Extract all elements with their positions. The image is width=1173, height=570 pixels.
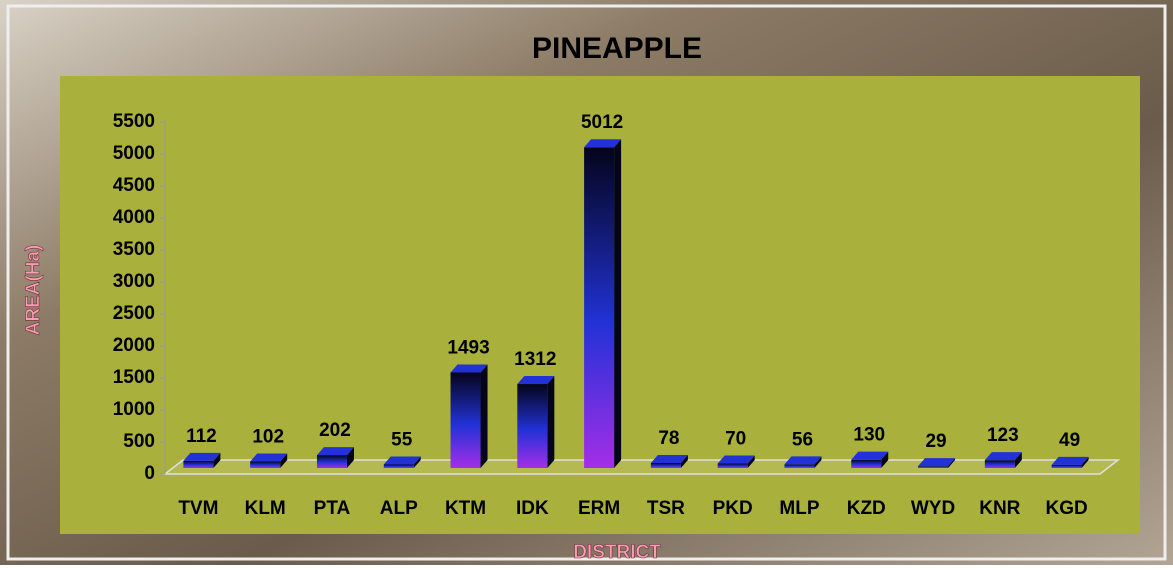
- y-tick-label: 4500: [113, 175, 155, 196]
- bar-side: [680, 455, 688, 468]
- data-label: 202: [319, 420, 351, 441]
- bar-top: [450, 364, 488, 373]
- bar-top: [851, 451, 889, 460]
- x-tick-label: PKD: [713, 498, 753, 519]
- x-tick-label: MLP: [779, 498, 819, 519]
- y-tick-label: 0: [144, 463, 155, 484]
- data-label: 56: [792, 429, 813, 450]
- x-axis-label: DISTRICT: [573, 542, 661, 563]
- x-tick-label: PTA: [314, 498, 351, 519]
- bar-top: [717, 455, 755, 464]
- bar: [851, 459, 882, 468]
- bar-side: [747, 455, 755, 468]
- bar-side: [1081, 456, 1089, 468]
- bar: [183, 460, 214, 468]
- data-label: 5012: [581, 112, 623, 133]
- y-tick-label: 2500: [113, 303, 155, 324]
- data-label: 102: [252, 426, 284, 447]
- y-tick-label: 1000: [113, 399, 155, 420]
- bar: [250, 461, 281, 468]
- bar: [316, 455, 347, 468]
- frame: [6, 4, 1167, 561]
- data-label: 130: [853, 425, 885, 446]
- data-label: 49: [1059, 430, 1080, 451]
- bar: [784, 464, 815, 468]
- x-tick-label: WYD: [911, 498, 955, 519]
- bar-side: [614, 139, 622, 468]
- x-tick-label: KGD: [1045, 498, 1087, 519]
- bar-side: [346, 447, 354, 468]
- y-axis-label: AREA(Ha): [23, 245, 44, 336]
- bar: [984, 460, 1015, 468]
- bar-top: [183, 452, 221, 461]
- bar-side: [413, 456, 421, 468]
- bar: [450, 372, 481, 468]
- bar-top: [1051, 456, 1089, 465]
- data-label: 123: [987, 425, 1019, 446]
- bar: [383, 464, 414, 468]
- bar: [517, 384, 548, 468]
- y-tick-label: 5500: [113, 111, 155, 132]
- data-label: 70: [725, 429, 746, 450]
- y-tick-label: 500: [123, 431, 155, 452]
- y-tick-label: 1500: [113, 367, 155, 388]
- x-tick-label: KTM: [445, 498, 486, 519]
- bar-side: [1014, 452, 1022, 468]
- bar-side: [280, 453, 288, 468]
- bar: [918, 466, 949, 468]
- y-tick-label: 3000: [113, 271, 155, 292]
- x-tick-label: ALP: [380, 498, 418, 519]
- x-tick-label: KLM: [245, 498, 286, 519]
- chart-title: PINEAPPLE: [532, 32, 702, 65]
- bar-top: [250, 453, 288, 462]
- bar: [717, 463, 748, 468]
- bar-top: [584, 139, 622, 148]
- bar-top: [918, 458, 956, 467]
- bar-top: [784, 456, 822, 465]
- bar-top: [650, 455, 688, 464]
- data-label: 29: [925, 431, 946, 452]
- data-label: 55: [391, 429, 413, 450]
- data-label: 1312: [514, 349, 556, 370]
- x-tick-label: TVM: [178, 498, 218, 519]
- y-tick-label: 2000: [113, 335, 155, 356]
- bar-top: [383, 456, 421, 465]
- floor: [162, 459, 1121, 475]
- bar-side: [480, 364, 488, 468]
- x-tick-label: KZD: [847, 498, 886, 519]
- data-label: 112: [186, 426, 217, 447]
- data-label: 1493: [447, 337, 489, 358]
- bar: [584, 147, 615, 468]
- bar: [1051, 464, 1082, 468]
- x-tick-label: ERM: [578, 498, 620, 519]
- bar-side: [547, 376, 555, 468]
- y-tick-label: 3500: [113, 239, 155, 260]
- bar-side: [881, 451, 889, 468]
- y-tick-label: 5000: [113, 143, 155, 164]
- x-tick-label: KNR: [979, 498, 1020, 519]
- x-tick-label: IDK: [516, 498, 549, 519]
- bar-top: [984, 452, 1022, 461]
- bar-side: [948, 458, 956, 468]
- y-tick-label: 4000: [113, 207, 155, 228]
- bar-top: [316, 447, 354, 456]
- bar-side: [213, 452, 221, 468]
- bar-side: [814, 456, 822, 468]
- data-label: 78: [658, 428, 679, 449]
- x-tick-label: TSR: [647, 498, 685, 519]
- bar: [650, 463, 681, 468]
- bar-top: [517, 376, 555, 385]
